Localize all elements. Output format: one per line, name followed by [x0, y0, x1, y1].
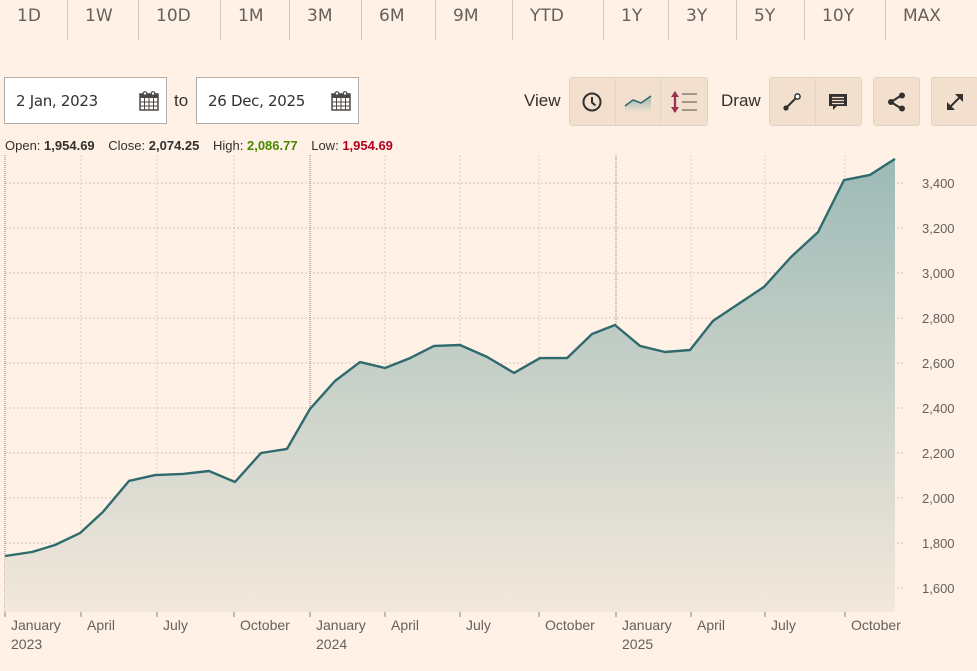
range-button-1m[interactable]: 1M	[221, 0, 290, 40]
x-tick-label: April	[391, 617, 419, 633]
x-tick-label: October	[851, 617, 901, 633]
line-chart-icon	[624, 94, 652, 112]
y-tick-label: 3,400	[922, 176, 955, 191]
range-button-10y[interactable]: 10Y	[805, 0, 886, 40]
ohlc-summary: Open: 1,954.69 Close: 2,074.25 High: 2,0…	[5, 138, 403, 153]
close-value: 2,074.25	[148, 138, 200, 153]
x-tick-year: 2024	[316, 636, 347, 652]
annotation-icon	[829, 93, 848, 110]
calendar-icon[interactable]	[331, 90, 351, 111]
line-draw-icon	[783, 92, 802, 111]
range-button-5y[interactable]: 5Y	[737, 0, 805, 40]
x-tick-label: January	[622, 617, 672, 633]
share-tools	[873, 77, 920, 126]
x-tick-label: July	[771, 617, 796, 633]
y-tick-label: 1,600	[922, 581, 955, 596]
calendar-icon[interactable]	[139, 90, 159, 111]
range-button-9m[interactable]: 9M	[436, 0, 513, 40]
range-button-10d[interactable]: 10D	[139, 0, 221, 40]
y-tick-label: 3,000	[922, 266, 955, 281]
fullscreen-button[interactable]	[932, 78, 977, 125]
share-button[interactable]	[874, 78, 919, 125]
draw-line-button[interactable]	[770, 78, 816, 125]
range-button-1w[interactable]: 1W	[68, 0, 139, 40]
x-tick-label: October	[545, 617, 595, 633]
x-tick-label: January	[11, 617, 61, 633]
x-tick-label: October	[240, 617, 290, 633]
start-date-value: 2 Jan, 2023	[16, 91, 98, 110]
share-icon	[887, 92, 905, 111]
time-range-selector: 1D 1W 10D 1M 3M 6M 9M YTD 1Y 3Y 5Y 10Y MAX	[0, 0, 977, 40]
start-date-field[interactable]: 2 Jan, 2023	[4, 77, 167, 124]
x-tick-year: 2025	[622, 636, 653, 652]
range-button-max[interactable]: MAX	[903, 6, 941, 26]
x-tick-label: July	[163, 617, 188, 633]
annotation-button[interactable]	[815, 78, 861, 125]
range-button-ytd[interactable]: YTD	[513, 0, 604, 40]
range-button-6m[interactable]: 6M	[362, 0, 436, 40]
y-tick-label: 2,800	[922, 311, 955, 326]
draw-tools	[769, 77, 862, 126]
low-value: 1,954.69	[342, 138, 393, 153]
y-tick-label: 2,400	[922, 401, 955, 416]
area-fill	[5, 158, 895, 612]
close-label: Close:	[108, 138, 146, 153]
open-label: Open:	[5, 138, 41, 153]
end-date-field[interactable]: 26 Dec, 2025	[196, 77, 359, 124]
low-label: Low:	[311, 138, 339, 153]
end-date-value: 26 Dec, 2025	[208, 91, 305, 110]
open-value: 1,954.69	[44, 138, 95, 153]
range-button-3m[interactable]: 3M	[290, 0, 362, 40]
range-button-3y[interactable]: 3Y	[669, 0, 737, 40]
high-value: 2,086.77	[246, 138, 298, 153]
view-label: View	[524, 91, 561, 110]
fullscreen-tools	[931, 77, 977, 126]
y-tick-label: 2,600	[922, 356, 955, 371]
price-line[interactable]	[4, 157, 896, 558]
view-tools	[569, 77, 708, 126]
clock-icon	[582, 92, 602, 111]
chart-type-button[interactable]	[615, 78, 662, 125]
x-tick-label: April	[87, 617, 115, 633]
x-tick-label: April	[697, 617, 725, 633]
to-label: to	[174, 91, 189, 110]
x-tick-label: July	[466, 617, 491, 633]
y-tick-label: 2,200	[922, 446, 955, 461]
y-axis-scale-button[interactable]	[661, 78, 707, 125]
y-axis-scale-icon	[671, 90, 698, 113]
y-tick-label: 2,000	[922, 491, 955, 506]
time-axis-button[interactable]	[570, 78, 616, 125]
high-label: High:	[213, 138, 244, 153]
range-button-1y[interactable]: 1Y	[604, 0, 669, 40]
x-tick-year: 2023	[11, 636, 42, 652]
range-button-1d[interactable]: 1D	[0, 0, 68, 40]
draw-label: Draw	[721, 91, 761, 110]
expand-icon	[946, 93, 963, 110]
y-tick-label: 3,200	[922, 221, 955, 236]
y-tick-label: 1,800	[922, 536, 955, 551]
x-tick-label: January	[316, 617, 366, 633]
